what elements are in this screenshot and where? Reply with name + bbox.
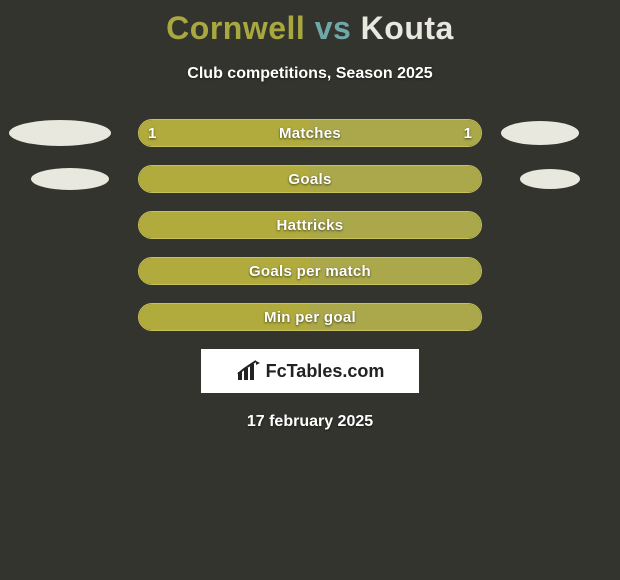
stat-value-right: 1 [454, 119, 482, 147]
title-left: Cornwell [166, 10, 305, 46]
stat-label: Goals [139, 166, 481, 192]
player2-shape [520, 169, 580, 189]
player1-shape [31, 168, 109, 190]
stat-label: Matches [139, 120, 481, 146]
stat-row: Min per goal [0, 303, 620, 331]
page-title: Cornwell vs Kouta [0, 0, 620, 47]
player1-shape [9, 120, 111, 146]
subtitle: Club competitions, Season 2025 [0, 65, 620, 83]
logo-box: FcTables.com [201, 349, 419, 393]
title-right: Kouta [361, 10, 454, 46]
title-sep: vs [315, 10, 352, 46]
stat-bar: Matches [138, 119, 482, 147]
stat-bar: Goals per match [138, 257, 482, 285]
logo-chart-icon [236, 360, 262, 382]
player2-shape [501, 121, 579, 145]
logo-text: FcTables.com [266, 361, 385, 382]
stat-rows: Matches1 1 Goals Hattricks Goals per match Mi… [0, 119, 620, 331]
stat-label: Min per goal [139, 304, 481, 330]
date-text: 17 february 2025 [0, 413, 620, 431]
stat-row: Hattricks [0, 211, 620, 239]
stat-label: Hattricks [139, 212, 481, 238]
stat-label: Goals per match [139, 258, 481, 284]
stat-bar: Min per goal [138, 303, 482, 331]
stat-bar: Goals [138, 165, 482, 193]
stat-value-left: 1 [138, 119, 166, 147]
stat-bar: Hattricks [138, 211, 482, 239]
stat-row: Goals per match [0, 257, 620, 285]
